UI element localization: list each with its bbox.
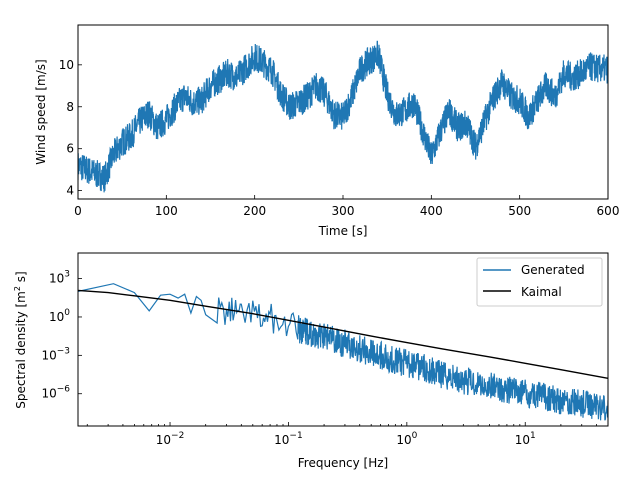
x-tick-label: 500: [508, 204, 531, 218]
spectrum-panel: 10−2 10−1 100 101 10−6 10−3 100 103 Frequency …: [13, 252, 609, 470]
legend: Generated Kaimal: [476, 257, 603, 307]
timeseries-x-ticks: 0 100 200 300 400 500 600: [74, 195, 619, 218]
spectrum-x-ticks: 10−2 10−1 100 101: [86, 422, 609, 447]
x-tick-label: 200: [243, 204, 266, 218]
y-tick-label: 103: [49, 270, 70, 286]
spectrum-y-ticks: 10−6 10−3 100 103: [41, 270, 82, 401]
y-tick-label: 6: [66, 142, 74, 156]
y-tick-label: 4: [66, 184, 74, 198]
timeseries-y-label: Wind speed [m/s]: [34, 59, 48, 164]
y-tick-label: 8: [66, 100, 74, 114]
legend-kaimal-label: Kaimal: [521, 285, 562, 299]
x-tick-label: 10−2: [156, 431, 185, 447]
generated-series-line: [78, 283, 608, 421]
x-tick-label: 600: [597, 204, 620, 218]
legend-generated-label: Generated: [521, 263, 585, 277]
timeseries-panel: 0 100 200 300 400 500 600 4 6 8 10 Time [s] Wind …: [34, 24, 619, 238]
timeseries-x-label: Time [s]: [318, 224, 368, 238]
spectrum-y-label: Spectral density [m2 s]: [13, 271, 28, 408]
timeseries-y-ticks: 4 6 8 10: [59, 58, 82, 198]
y-tick-label: 100: [49, 308, 70, 324]
y-tick-label: 10−6: [41, 385, 70, 401]
x-tick-label: 100: [155, 204, 178, 218]
y-tick-label: 10−3: [41, 346, 70, 362]
x-tick-label: 10−1: [274, 431, 303, 447]
x-tick-label: 400: [420, 204, 443, 218]
x-tick-label: 0: [74, 204, 82, 218]
timeseries-series-line: [78, 40, 608, 193]
spectrum-axes-frame: [77, 252, 609, 427]
y-tick-label: 10: [59, 58, 74, 72]
x-tick-label: 101: [515, 431, 536, 447]
spectrum-x-label: Frequency [Hz]: [298, 456, 389, 470]
spectrum-plot-area: [78, 283, 608, 421]
x-tick-label: 300: [332, 204, 355, 218]
x-tick-label: 100: [396, 431, 417, 447]
timeseries-plot-area: [78, 40, 608, 193]
